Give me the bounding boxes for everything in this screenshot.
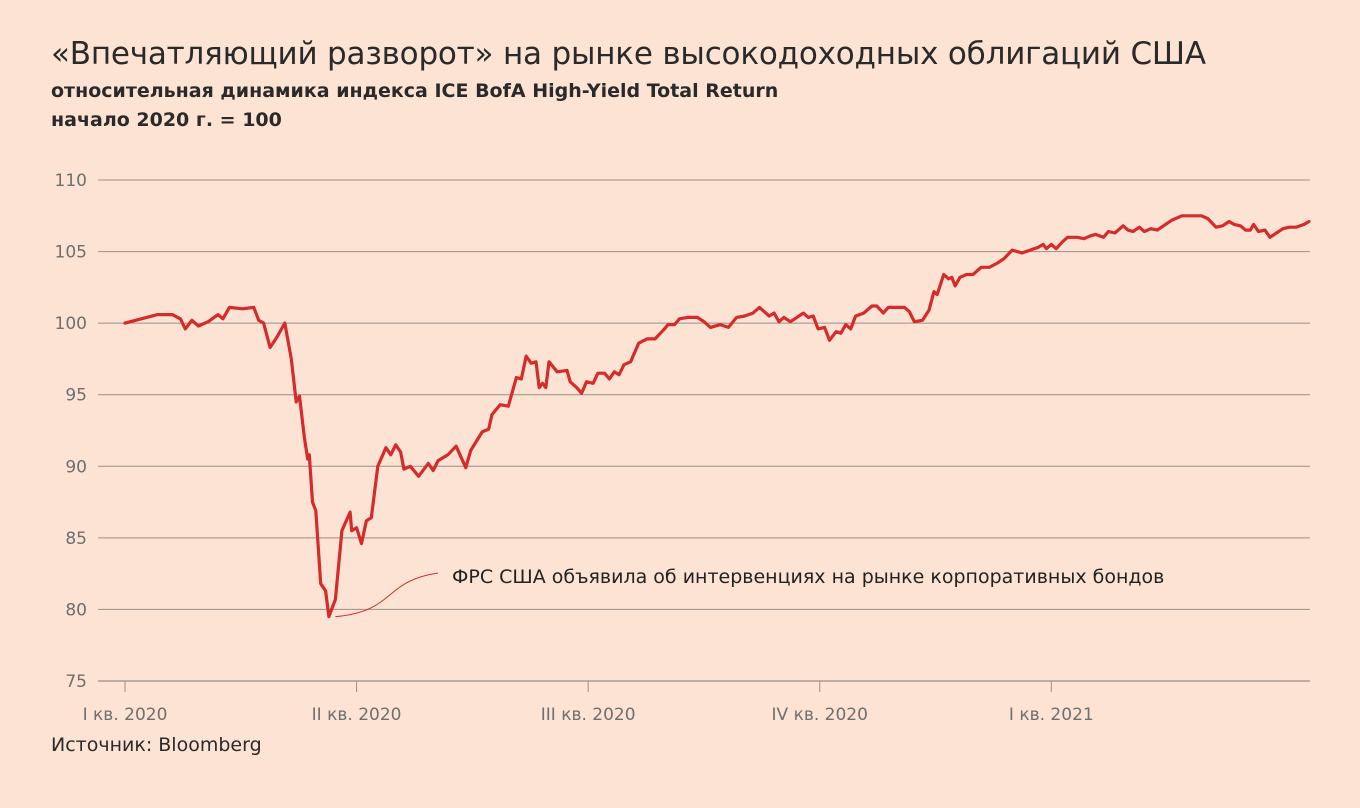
x-tick-label: III кв. 2020 (541, 705, 636, 725)
y-tick-label: 85 (65, 529, 87, 549)
x-tick-label: I кв. 2020 (83, 705, 168, 725)
x-tick-label: II кв. 2020 (312, 705, 402, 725)
x-axis-ticks: I кв. 2020 II кв. 2020 III кв. 2020 IV кв. … (83, 681, 1094, 725)
y-tick-label: 80 (65, 600, 87, 620)
chart-title: «Впечатляющий разворот» на рынке высокод… (51, 36, 1206, 72)
y-tick-label: 75 (65, 672, 87, 692)
y-tick-label: 100 (55, 314, 87, 334)
chart-subtitle: относительная динамика индекса ICE BofA … (51, 80, 779, 102)
y-axis-ticks: 110 105 100 95 90 85 80 75 (55, 171, 87, 692)
series-layer (123, 214, 1311, 619)
gridlines (98, 179, 1310, 682)
annotation-label: ФРС США объявила об интервенциях на рынк… (452, 566, 1164, 588)
y-tick-label: 105 (55, 243, 87, 263)
series-line-0 (123, 214, 1311, 619)
annotation-leader-line (335, 572, 439, 618)
source-note: Источник: Bloomberg (51, 734, 262, 756)
y-tick-label: 95 (65, 386, 87, 406)
annotation: ФРС США объявила об интервенциях на рынк… (335, 566, 1164, 618)
chart-base-note: начало 2020 г. = 100 (51, 109, 282, 131)
x-tick-label: IV кв. 2020 (772, 705, 868, 725)
y-tick-label: 110 (55, 171, 87, 191)
y-tick-label: 90 (65, 457, 87, 477)
x-tick-label: I кв. 2021 (1009, 705, 1094, 725)
